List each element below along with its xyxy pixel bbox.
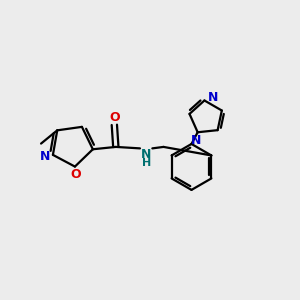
- Text: H: H: [142, 158, 151, 167]
- Text: O: O: [109, 111, 120, 124]
- Text: N: N: [208, 91, 218, 104]
- Text: N: N: [141, 148, 152, 161]
- Text: N: N: [191, 134, 201, 147]
- Text: N: N: [40, 150, 50, 163]
- Text: O: O: [70, 168, 81, 181]
